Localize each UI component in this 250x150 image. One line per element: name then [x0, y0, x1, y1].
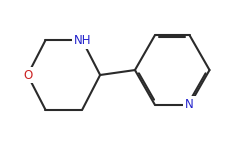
- Text: NH: NH: [74, 34, 91, 47]
- Text: O: O: [23, 69, 32, 81]
- Text: N: N: [185, 98, 194, 111]
